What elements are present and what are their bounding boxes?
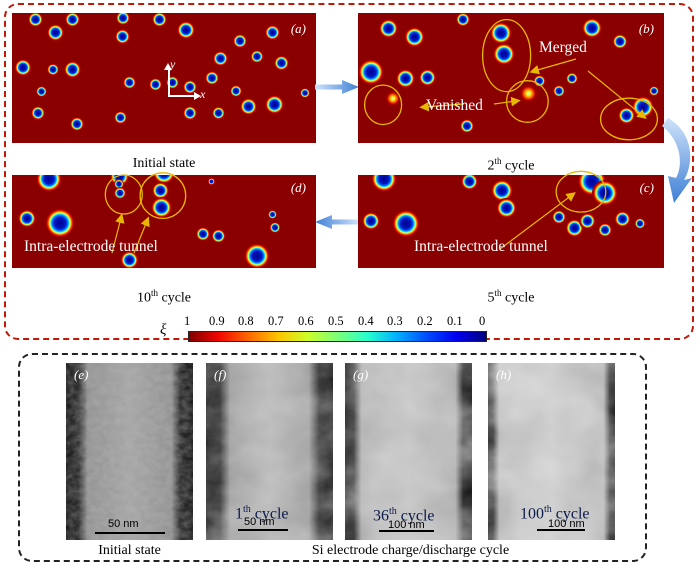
svg-text:Intra-electrode tunnel: Intra-electrode tunnel: [414, 238, 548, 255]
svg-text:Merged: Merged: [539, 39, 587, 56]
svg-text:Intra-electrode tunnel: Intra-electrode tunnel: [24, 238, 158, 255]
svg-text:Vanished: Vanished: [426, 97, 483, 114]
